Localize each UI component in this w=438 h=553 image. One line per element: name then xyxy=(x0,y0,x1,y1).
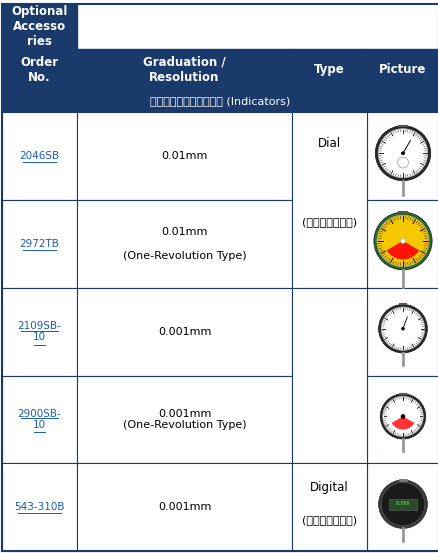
Bar xyxy=(291,49,366,91)
Circle shape xyxy=(399,238,405,243)
Circle shape xyxy=(378,480,427,528)
Circle shape xyxy=(401,152,403,154)
Circle shape xyxy=(397,157,407,168)
Bar xyxy=(2,4,77,49)
Bar xyxy=(366,288,438,375)
Bar xyxy=(2,200,77,288)
Text: (แบบเข็ม): (แบบเข็ม) xyxy=(301,217,356,227)
Text: 2046SB: 2046SB xyxy=(19,151,60,161)
Circle shape xyxy=(380,307,424,350)
Text: 543-310B: 543-310B xyxy=(14,502,64,512)
Bar xyxy=(291,463,366,551)
Wedge shape xyxy=(391,416,413,430)
Bar xyxy=(77,288,291,375)
Text: 2972TB: 2972TB xyxy=(20,239,59,249)
Bar xyxy=(366,463,438,551)
Bar xyxy=(77,200,291,288)
Text: เฉพาะเกยวัด (Indicators): เฉพาะเกยวัด (Indicators) xyxy=(150,96,290,106)
Circle shape xyxy=(378,305,427,353)
Circle shape xyxy=(378,129,427,178)
Text: Dial: Dial xyxy=(317,137,340,149)
Bar xyxy=(2,91,438,112)
Wedge shape xyxy=(386,241,418,259)
Text: 0.01mm: 0.01mm xyxy=(161,151,207,161)
Bar xyxy=(2,375,77,463)
Bar xyxy=(2,112,77,200)
Bar xyxy=(77,375,291,463)
Circle shape xyxy=(382,397,422,436)
Text: Order
No.: Order No. xyxy=(21,56,58,84)
Bar xyxy=(77,463,291,551)
Bar xyxy=(366,375,438,463)
Bar xyxy=(77,49,291,91)
Bar xyxy=(77,112,291,200)
Circle shape xyxy=(374,126,430,181)
Circle shape xyxy=(379,394,425,439)
Circle shape xyxy=(380,483,424,526)
Text: Picture: Picture xyxy=(378,63,426,76)
Text: 2900SB-
10: 2900SB- 10 xyxy=(18,409,61,430)
Bar xyxy=(2,288,77,375)
Bar xyxy=(366,200,438,288)
Text: Graduation /
Resolution: Graduation / Resolution xyxy=(143,56,225,84)
Bar xyxy=(366,112,438,200)
Bar xyxy=(389,499,416,510)
Text: Type: Type xyxy=(314,63,344,76)
Text: 0.01mm

(One-Revolution Type): 0.01mm (One-Revolution Type) xyxy=(122,227,246,260)
Bar xyxy=(291,112,366,288)
Circle shape xyxy=(401,327,403,330)
Text: Optional
Accesso
ries: Optional Accesso ries xyxy=(11,5,67,48)
Text: (ดิจิตอล): (ดิจิตอล) xyxy=(301,515,356,525)
Bar xyxy=(366,49,438,91)
Bar xyxy=(2,49,77,91)
Circle shape xyxy=(400,415,404,418)
Text: 0.001mm: 0.001mm xyxy=(157,502,211,512)
Circle shape xyxy=(373,212,431,270)
Text: 2109SB-
10: 2109SB- 10 xyxy=(18,321,61,342)
Bar xyxy=(291,288,366,463)
Text: 0.001mm
(One-Revolution Type): 0.001mm (One-Revolution Type) xyxy=(122,409,246,430)
Bar xyxy=(2,463,77,551)
Text: Digital: Digital xyxy=(309,481,348,494)
Text: 0.001mm: 0.001mm xyxy=(157,327,211,337)
Text: 0.000: 0.000 xyxy=(395,501,409,506)
Circle shape xyxy=(376,215,428,267)
